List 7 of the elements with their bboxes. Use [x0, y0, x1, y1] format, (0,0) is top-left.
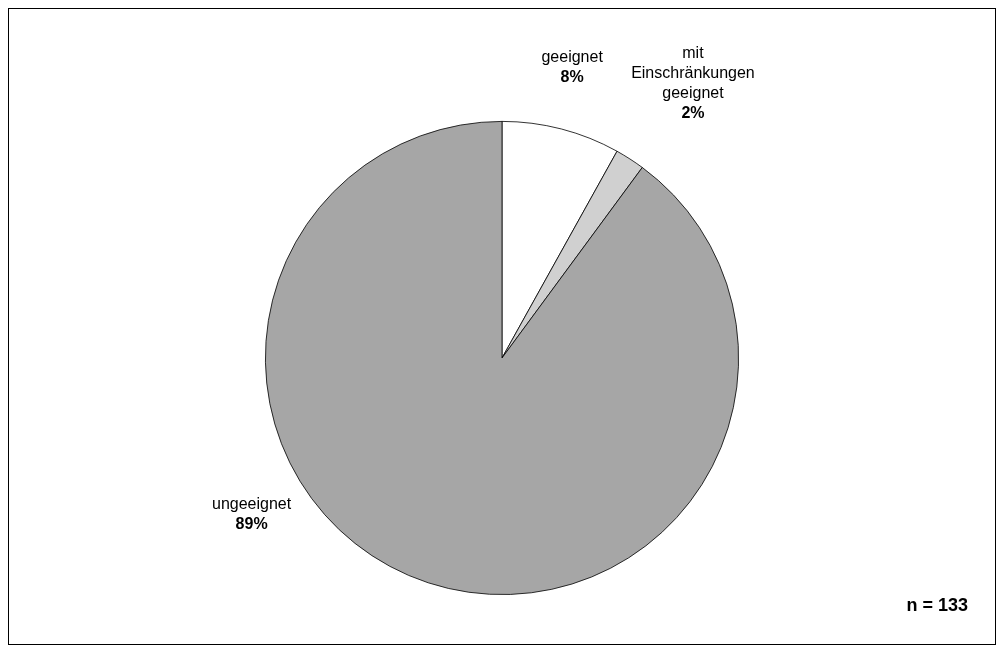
slice-label: ungeeignet: [212, 494, 292, 512]
data-label: 89%: [235, 514, 268, 532]
data-label: 8%: [560, 68, 584, 86]
slice-label: geeignet: [541, 48, 604, 66]
slice-label: mit Einschränkungen geeignet: [631, 43, 755, 101]
data-label: 2%: [681, 103, 705, 121]
text: n = 133: [906, 595, 968, 615]
